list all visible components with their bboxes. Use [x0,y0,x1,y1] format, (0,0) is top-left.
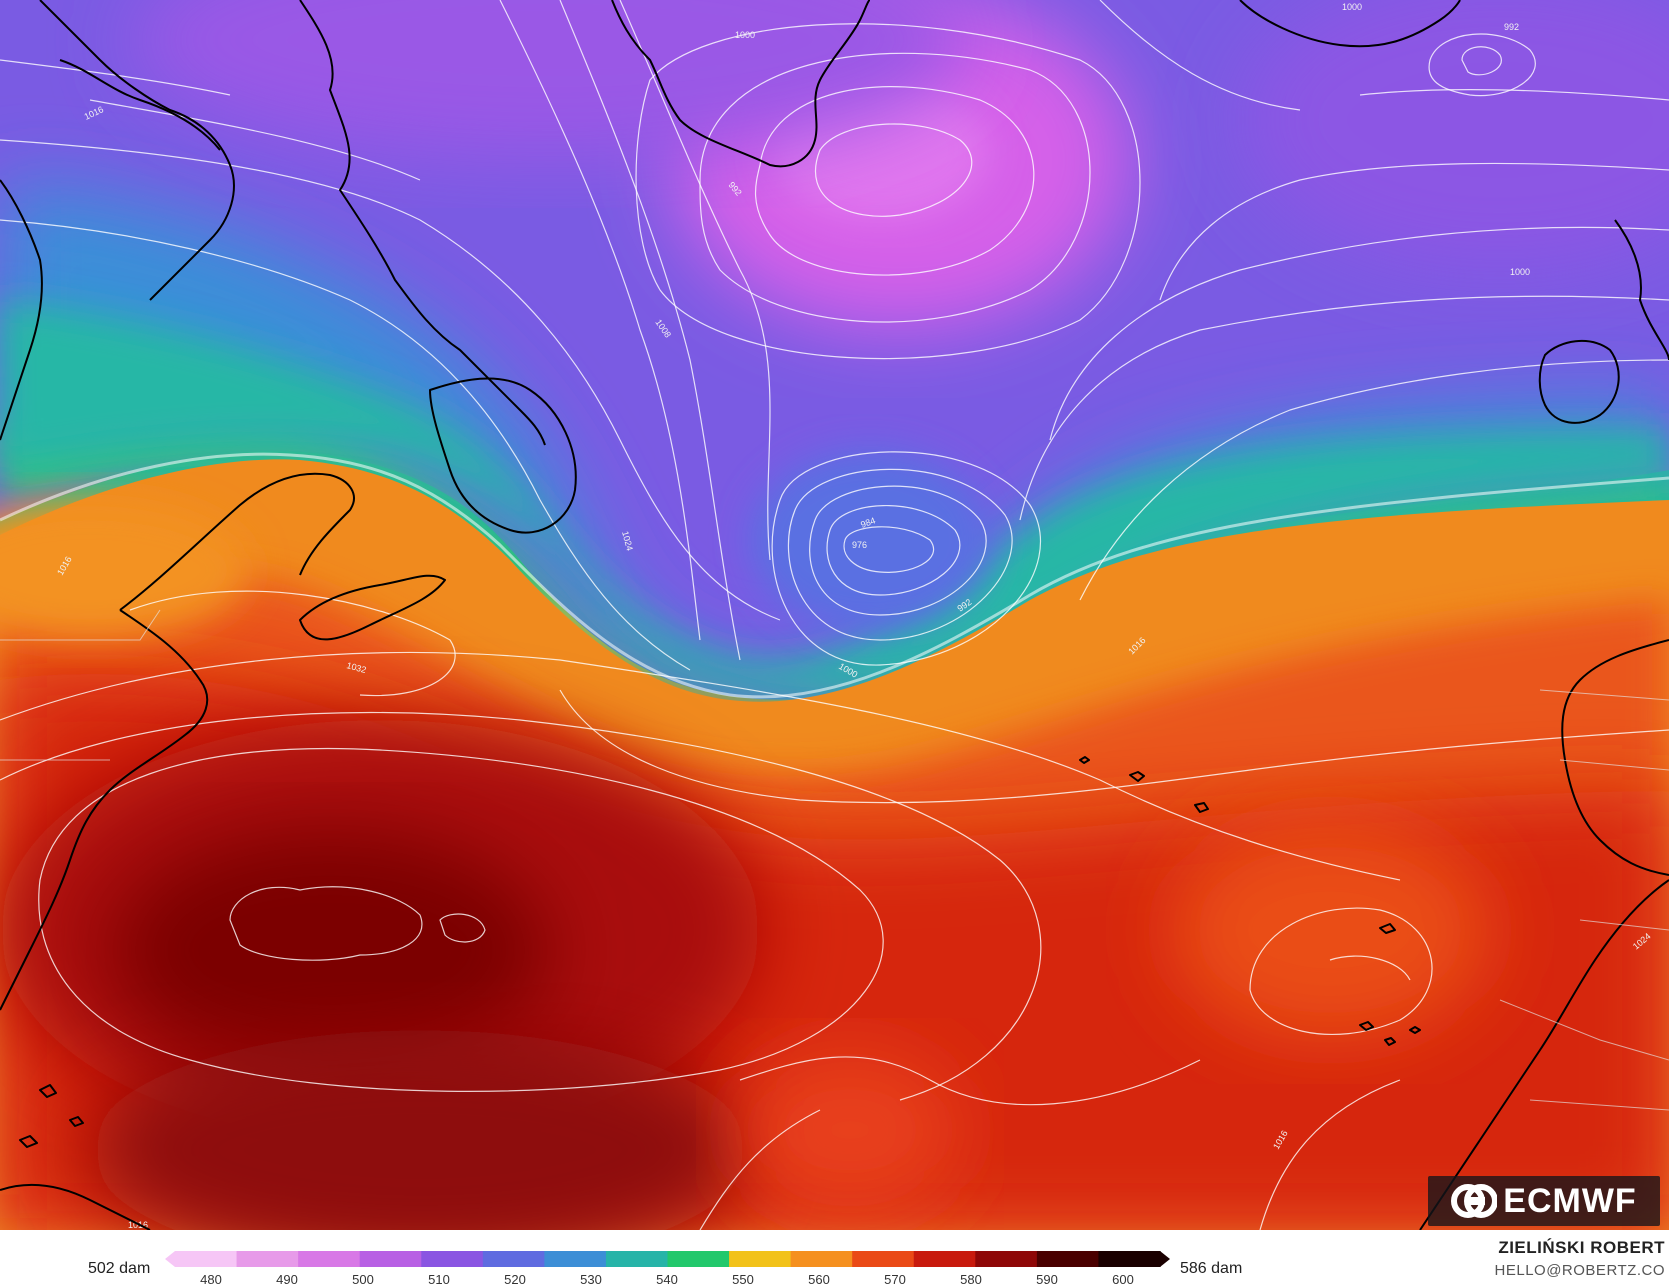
color-scale-segment [1036,1251,1100,1267]
bahamas-islands [19,1084,84,1148]
azores-islands [1079,756,1209,813]
color-scale-tick-label: 580 [960,1272,982,1287]
baffin-coast [59,59,221,151]
color-scale-tick-label: 560 [808,1272,830,1287]
color-scale-tick-label: 490 [276,1272,298,1287]
ridge-south [90,1030,750,1230]
author-email: HELLO@ROBERTZ.CO [1494,1262,1665,1279]
color-scale-right-arrow [1160,1251,1170,1267]
color-scale-tick-label: 570 [884,1272,906,1287]
west-orange [0,500,250,640]
britain-coast [1614,219,1669,361]
color-scale-left-arrow [165,1251,175,1267]
color-scale-tick-label: 540 [656,1272,678,1287]
isobar-label: 1000 [735,30,755,40]
canary-islands [1359,1021,1421,1046]
blue-band [0,180,1669,692]
color-scale-tick-label: 520 [504,1272,526,1287]
teal-band [0,300,1669,690]
color-scale-tick-label: 480 [200,1272,222,1287]
color-scale-segment [1098,1251,1161,1267]
legend-min-label: 502 dam [88,1260,151,1277]
weather-map: 1000 1000 992 1016 992 1008 1024 984 976… [0,0,1669,1230]
color-scale-segment [482,1251,545,1267]
color-scale-tick-label: 550 [732,1272,754,1287]
africa-coast [1419,879,1669,1230]
color-scale-segment [236,1251,299,1267]
legend-max-label: 586 dam [1180,1260,1243,1277]
west-hudson-coast [0,179,43,441]
color-scale-segment [790,1251,853,1267]
color-scale-segment [421,1251,484,1267]
ireland-coast [1538,339,1620,424]
color-scale-tick-label: 530 [580,1272,602,1287]
south-orange [740,1050,960,1210]
color-scale-segment [667,1251,730,1267]
color-scale-segment [175,1251,238,1267]
color-scale-segment [852,1251,915,1267]
color-scale-bar [165,1251,1170,1267]
isobars [0,0,1669,1230]
cutoff-low [750,450,990,630]
borders [0,609,1669,1111]
hudson-coast [39,0,235,301]
color-scale-tick-label: 600 [1112,1272,1134,1287]
isobar-label: 976 [852,540,867,550]
europe-iberia-coast [1561,639,1669,876]
color-scale-segment [605,1251,669,1267]
color-scale-segment [359,1251,422,1267]
color-scale-tick-label: 510 [428,1272,450,1287]
color-scale-segment [975,1251,1038,1267]
color-scale-segment [913,1251,976,1267]
isobar-label: 1000 [1510,267,1530,277]
madeira-island [1379,923,1396,934]
color-scale-tick-label: 590 [1036,1272,1058,1287]
nova-scotia-coast [299,574,446,641]
gulf-stlawrence-coast [119,472,355,611]
greenland-coast [611,0,871,168]
cuba-coast [0,1183,151,1230]
coastlines [0,0,1669,1230]
ecmwf-logo-text: ECMWF [1503,1181,1637,1220]
ridge-core [110,830,550,1070]
north-purple [130,0,970,160]
color-scale-segment [298,1251,361,1267]
color-scale-tick-label: 500 [352,1272,374,1287]
jet-axis [0,452,1669,699]
ecmwf-logo-icon [1451,1184,1498,1218]
author-name: ZIELIŃSKI ROBERT [1498,1238,1665,1257]
newfoundland-coast [429,377,577,534]
us-east-coast [0,609,209,1011]
color-scale-segment [544,1251,607,1267]
ecmwf-logo: ECMWF [1428,1176,1660,1226]
azores-orange [1170,820,1490,1040]
labrador-coast [299,0,546,446]
isobar-label: 984 [859,515,877,530]
ne-purple [1240,0,1669,270]
iceland-coast [1239,0,1461,48]
isobar-label: 992 [1504,22,1519,32]
color-scale-segment [729,1251,792,1267]
geopotential-field: 1000 1000 992 1016 992 1008 1024 984 976… [0,0,1669,1230]
isobar-label: 1000 [1342,2,1362,12]
